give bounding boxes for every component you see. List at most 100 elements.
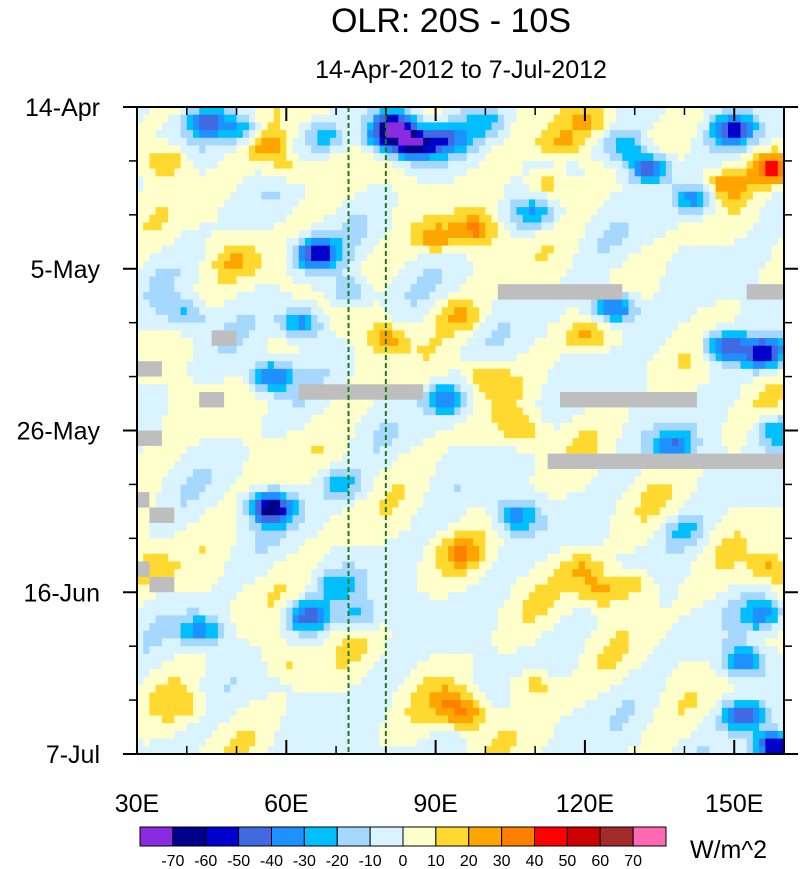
- olr-cell: [752, 168, 760, 177]
- olr-cell: [348, 145, 356, 154]
- olr-cell: [448, 191, 455, 201]
- olr-cell: [448, 199, 455, 208]
- olr-cell: [286, 391, 294, 401]
- olr-cell: [541, 276, 549, 285]
- olr-cell: [740, 137, 748, 147]
- olr-cell: [149, 461, 157, 470]
- olr-cell: [547, 384, 555, 393]
- olr-cell: [280, 291, 287, 301]
- olr-cell: [373, 461, 381, 470]
- olr-cell: [242, 253, 250, 262]
- olr-cell: [217, 407, 225, 416]
- olr-cell: [354, 130, 362, 139]
- olr-cell: [634, 176, 642, 185]
- olr-cell: [560, 338, 567, 347]
- olr-cell: [267, 307, 275, 316]
- olr-cell: [273, 361, 281, 370]
- olr-cell: [423, 353, 430, 362]
- olr-cell: [622, 430, 630, 439]
- olr-cell: [728, 322, 735, 331]
- olr-cell: [267, 330, 275, 339]
- olr-cell: [385, 261, 393, 270]
- olr-cell: [342, 114, 350, 123]
- olr-cell: [659, 299, 667, 308]
- olr-cell: [678, 438, 686, 447]
- olr-cell: [728, 122, 735, 131]
- olr-cell: [230, 415, 238, 424]
- olr-cell: [634, 384, 642, 393]
- olr-cell: [591, 137, 598, 147]
- olr-cell: [155, 276, 163, 285]
- olr-cell: [199, 338, 207, 347]
- olr-cell: [174, 245, 182, 254]
- olr-cell: [715, 438, 723, 447]
- olr-cell: [771, 330, 779, 339]
- olr-cell: [584, 214, 592, 224]
- olr-cell: [410, 253, 418, 262]
- olr-cell: [528, 345, 536, 355]
- olr-cell: [684, 307, 692, 316]
- olr-cell: [398, 422, 406, 432]
- olr-cell: [659, 314, 667, 324]
- olr-cell: [752, 230, 760, 239]
- olr-cell: [535, 407, 542, 416]
- olr-cell: [149, 168, 157, 177]
- olr-cell: [684, 207, 692, 216]
- olr-cell: [454, 330, 462, 339]
- olr-cell: [622, 230, 630, 239]
- olr-cell: [578, 314, 586, 324]
- olr-cell: [354, 191, 362, 201]
- olr-cell: [541, 153, 549, 162]
- olr-cell: [217, 160, 225, 170]
- olr-cell: [528, 199, 536, 208]
- olr-cell: [205, 445, 213, 455]
- olr-cell: [311, 245, 319, 254]
- olr-cell: [665, 384, 673, 393]
- olr-cell: [591, 322, 598, 331]
- olr-cell: [342, 376, 350, 385]
- olr-cell: [746, 445, 754, 455]
- olr-cell: [242, 445, 250, 455]
- olr-cell: [771, 168, 779, 177]
- olr-cell: [497, 276, 505, 285]
- olr-cell: [224, 122, 231, 131]
- olr-cell: [336, 114, 343, 123]
- olr-cell: [211, 361, 219, 370]
- olr-cell: [416, 122, 424, 131]
- olr-cell: [510, 261, 518, 270]
- olr-cell: [205, 160, 213, 170]
- olr-cell: [566, 361, 574, 370]
- olr-cell: [137, 237, 144, 247]
- olr-cell: [522, 199, 530, 208]
- olr-cell: [460, 299, 468, 308]
- olr-cell: [367, 415, 374, 424]
- olr-cell: [304, 430, 312, 439]
- olr-cell: [684, 330, 692, 339]
- olr-cell: [466, 415, 474, 424]
- olr-cell: [429, 184, 437, 193]
- olr-cell: [192, 253, 200, 262]
- olr-cell: [665, 153, 673, 162]
- olr-cell: [143, 268, 151, 278]
- olr-cell: [640, 160, 648, 170]
- olr-cell: [174, 422, 182, 432]
- olr-cell: [311, 430, 319, 439]
- olr-cell: [690, 207, 698, 216]
- olr-cell: [715, 199, 723, 208]
- olr-cell: [672, 469, 679, 478]
- olr-cell: [174, 368, 182, 378]
- olr-cell: [597, 353, 605, 362]
- olr-cell: [734, 345, 742, 355]
- olr-cell: [379, 237, 387, 247]
- olr-cell: [342, 176, 350, 185]
- olr-cell: [224, 376, 231, 385]
- olr-cell: [168, 407, 175, 416]
- olr-cell: [547, 145, 555, 154]
- olr-cell: [678, 376, 686, 385]
- olr-cell: [560, 245, 567, 254]
- olr-cell: [180, 353, 188, 362]
- olr-cell: [678, 384, 686, 393]
- olr-cell: [298, 245, 306, 254]
- olr-cell: [634, 122, 642, 131]
- olr-cell: [448, 160, 455, 170]
